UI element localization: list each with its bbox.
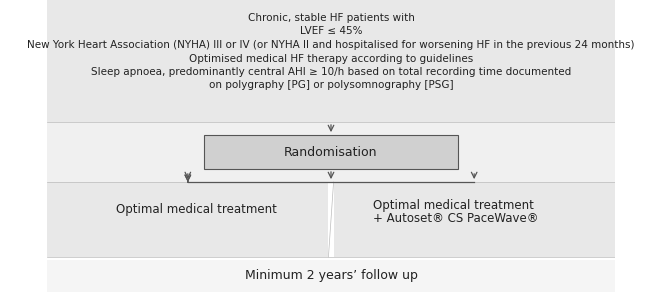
FancyBboxPatch shape [204,135,458,169]
FancyBboxPatch shape [47,0,615,122]
FancyBboxPatch shape [47,122,615,182]
Text: Optimal medical treatment: Optimal medical treatment [373,199,534,213]
FancyBboxPatch shape [334,182,615,257]
Text: Optimal medical treatment: Optimal medical treatment [116,204,277,216]
Text: New York Heart Association (NYHA) III or IV (or NYHA II and hospitalised for wor: New York Heart Association (NYHA) III or… [27,40,635,50]
FancyBboxPatch shape [47,182,328,257]
Text: Randomisation: Randomisation [284,145,378,159]
Text: on polygraphy [PG] or polysomnography [PSG]: on polygraphy [PG] or polysomnography [P… [209,81,453,91]
Text: Minimum 2 years’ follow up: Minimum 2 years’ follow up [244,270,418,282]
Text: Optimised medical HF therapy according to guidelines: Optimised medical HF therapy according t… [189,53,473,63]
Text: Sleep apnoea, predominantly central AHI ≥ 10/h based on total recording time doc: Sleep apnoea, predominantly central AHI … [91,67,571,77]
Text: + Autoset® CS PaceWave®: + Autoset® CS PaceWave® [373,213,538,225]
Text: LVEF ≤ 45%: LVEF ≤ 45% [300,27,362,36]
FancyBboxPatch shape [47,260,615,292]
Text: Chronic, stable HF patients with: Chronic, stable HF patients with [248,13,414,23]
